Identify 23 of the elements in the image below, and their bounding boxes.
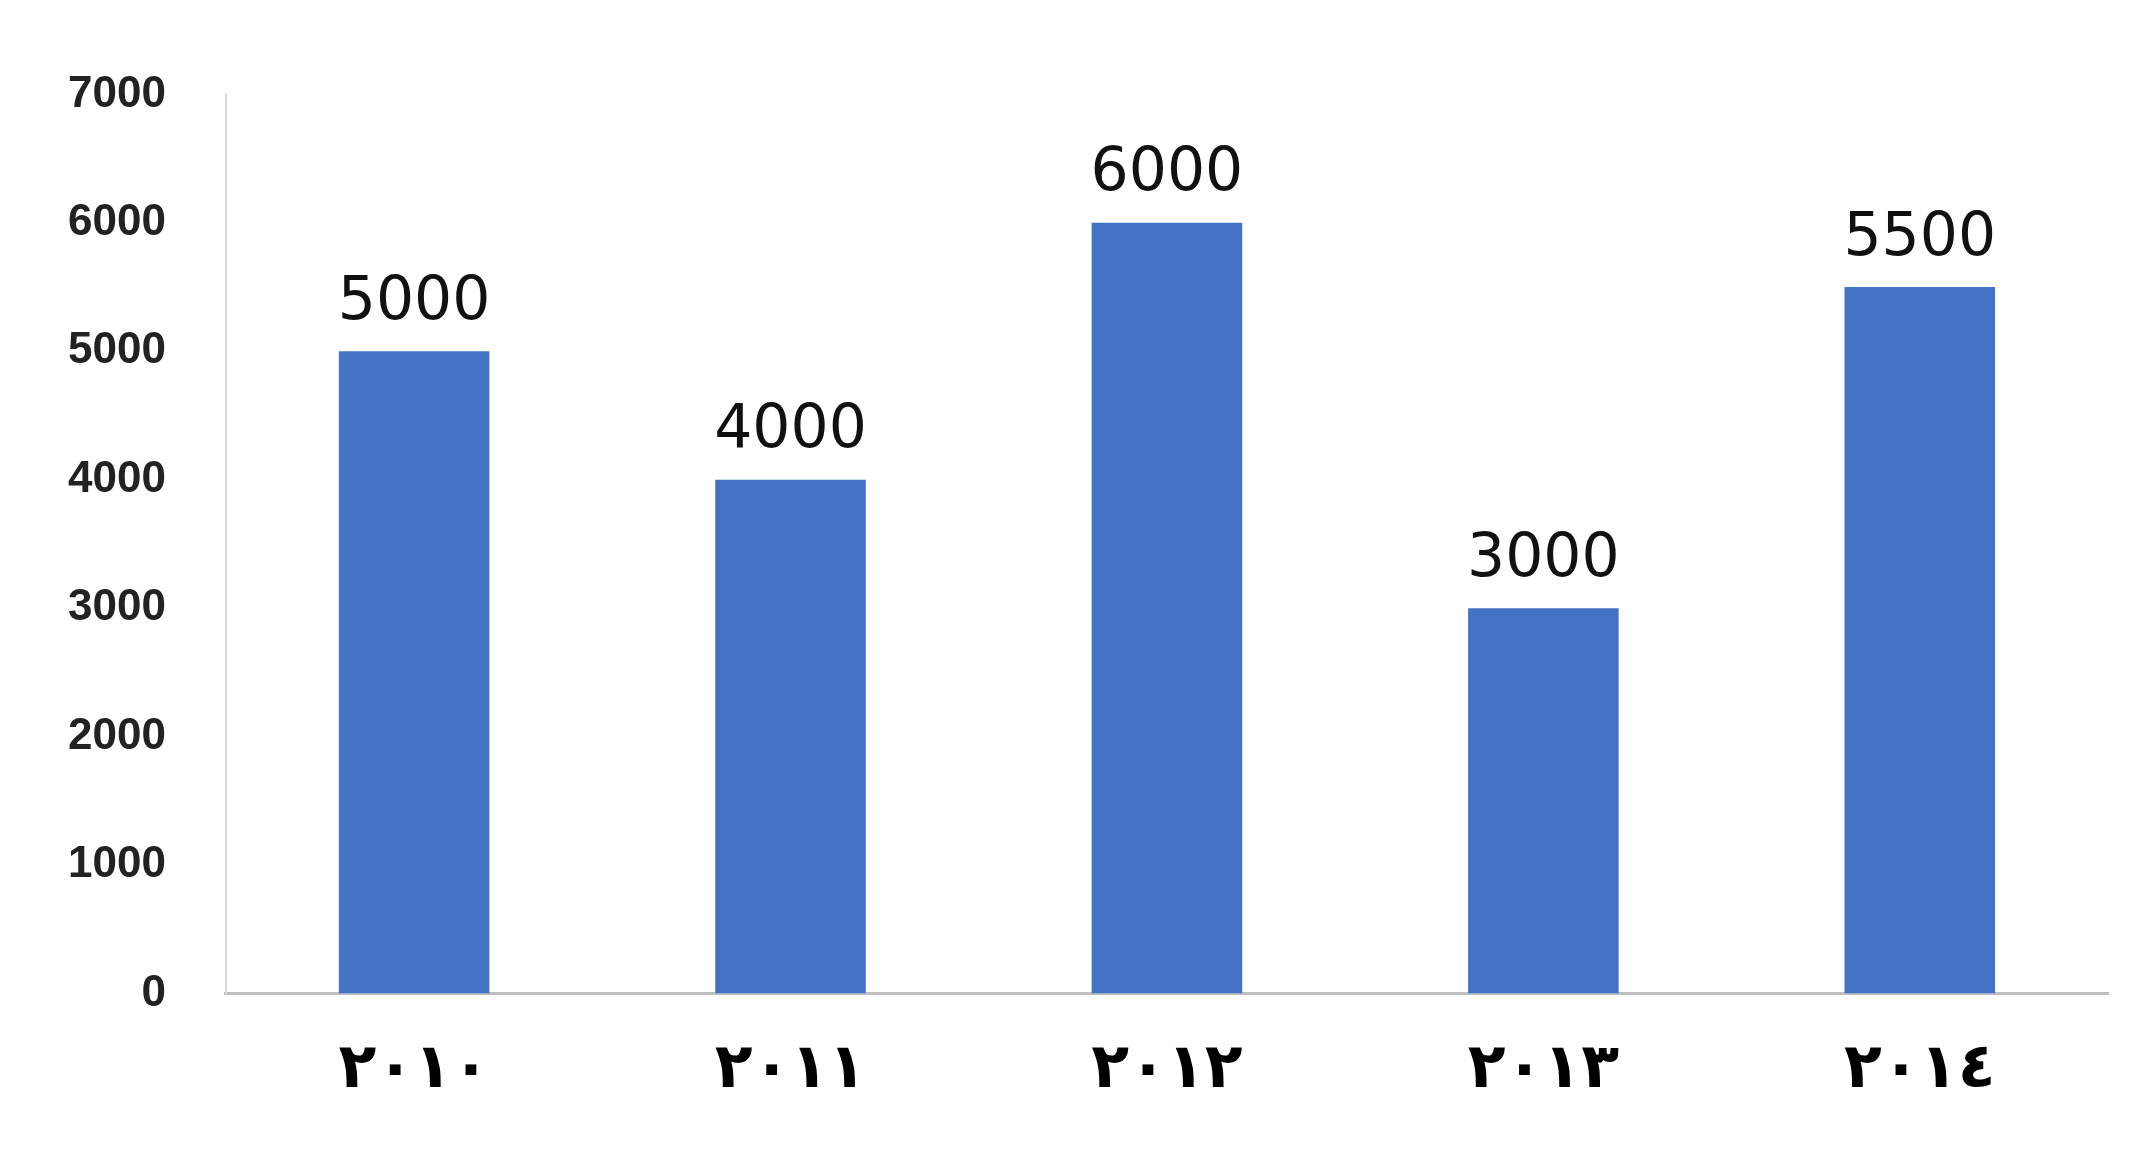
- bar: [715, 479, 866, 994]
- x-tick-label: ٢٠١٣: [1467, 1028, 1620, 1102]
- data-label: 5000: [337, 262, 491, 333]
- y-tick-label: 5000: [67, 323, 166, 373]
- bar: [1468, 608, 1619, 994]
- bar: [338, 351, 490, 994]
- data-label: 6000: [1090, 134, 1244, 205]
- data-label: 4000: [714, 391, 867, 462]
- data-label: 3000: [1467, 519, 1620, 590]
- x-tick-label: ٢٠١١: [714, 1028, 867, 1102]
- y-tick-label: 7000: [67, 66, 166, 116]
- y-tick-label: 2000: [67, 708, 166, 758]
- x-tick-label: ٢٠١٠: [338, 1028, 490, 1102]
- y-tick-label: 0: [141, 965, 166, 1015]
- y-tick-label: 1000: [67, 837, 166, 887]
- y-tick-label: 4000: [67, 451, 166, 501]
- y-tick-label: 3000: [67, 580, 166, 630]
- x-tick-label: ٢٠١٢: [1091, 1028, 1243, 1102]
- bar: [1844, 287, 1996, 994]
- data-label: 5500: [1843, 198, 1997, 269]
- bar: [1091, 222, 1243, 994]
- y-tick-label: 6000: [67, 195, 166, 244]
- x-tick-label: ٢٠١٤: [1844, 1028, 1996, 1102]
